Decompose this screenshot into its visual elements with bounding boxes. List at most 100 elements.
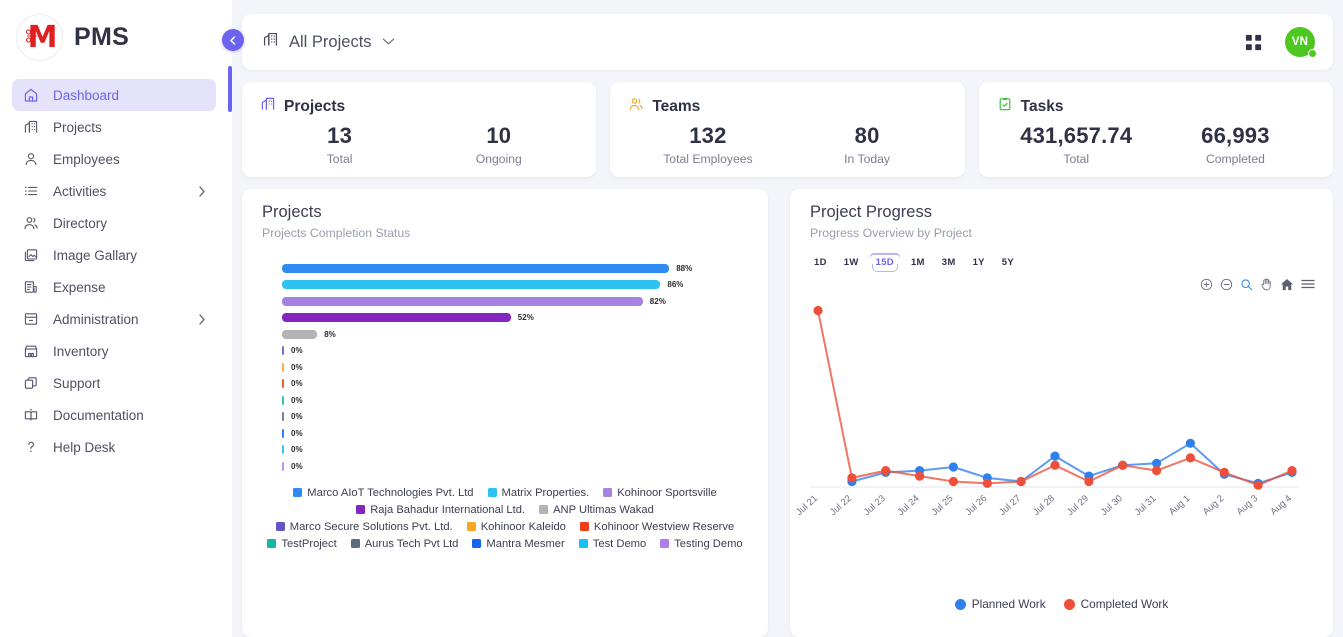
- sidebar-item-label: Help Desk: [53, 439, 116, 455]
- legend-item[interactable]: Test Demo: [578, 537, 647, 550]
- legend-item[interactable]: Matrix Properties.: [487, 487, 589, 499]
- data-point[interactable]: [982, 478, 992, 488]
- data-point[interactable]: [948, 462, 958, 472]
- bar-row: 86%: [282, 277, 768, 294]
- avatar[interactable]: VN: [1285, 27, 1317, 58]
- legend-item[interactable]: Mantra Mesmer: [472, 538, 565, 550]
- legend-item[interactable]: Marco AIoT Technologies Pvt. Ltd: [293, 487, 474, 499]
- sidebar-item-administration[interactable]: Administration: [12, 303, 216, 335]
- legend-label: Kohinoor Westview Reserve: [593, 520, 735, 533]
- time-range-selector: 1D 1W 15D 1M 3M 1Y 5Y: [790, 240, 1333, 272]
- data-point[interactable]: [1050, 451, 1060, 461]
- legend-item[interactable]: Kohinoor Westview Reserve: [579, 520, 735, 533]
- data-point[interactable]: [1287, 466, 1297, 476]
- sidebar-item-employees[interactable]: Employees: [12, 143, 216, 175]
- sidebar-item-expense[interactable]: Expense: [12, 271, 216, 303]
- sidebar-item-activities[interactable]: Activities: [12, 175, 216, 207]
- data-point[interactable]: [881, 466, 891, 476]
- sidebar-collapse-button[interactable]: [222, 29, 244, 51]
- data-point[interactable]: [1050, 460, 1060, 470]
- user-icon: [22, 151, 39, 168]
- stat-caption: Ongoing: [475, 152, 522, 166]
- sidebar-item-projects[interactable]: Projects: [12, 111, 216, 143]
- data-point[interactable]: [1185, 438, 1195, 448]
- legend-item[interactable]: Marco Secure Solutions Pvt. Ltd.: [275, 521, 453, 533]
- legend-swatch: [539, 505, 549, 514]
- bar: [282, 428, 284, 438]
- legend-swatch: [603, 488, 613, 497]
- menu-icon[interactable]: [1301, 278, 1315, 290]
- sidebar-item-directory[interactable]: Directory: [12, 207, 216, 239]
- bar-value-label: 0%: [291, 362, 303, 372]
- x-axis-tick-label: Aug 3: [1234, 492, 1260, 517]
- chevron-down-icon: [382, 33, 395, 51]
- bar-row: 0%: [282, 425, 768, 442]
- range-button-3m[interactable]: 3M: [941, 257, 956, 268]
- legend-item[interactable]: Testing Demo: [660, 537, 743, 550]
- data-point[interactable]: [1253, 480, 1263, 490]
- legend-swatch: [578, 539, 588, 548]
- data-point[interactable]: [948, 476, 958, 487]
- panel-title: Projects: [262, 203, 322, 221]
- grid-icon[interactable]: [1244, 33, 1263, 52]
- range-button-5y[interactable]: 5Y: [1001, 257, 1015, 268]
- team-icon: [628, 96, 644, 117]
- zoom-out-icon[interactable]: [1220, 278, 1233, 291]
- sidebar-item-documentation[interactable]: Documentation: [12, 399, 216, 431]
- data-point[interactable]: [1219, 467, 1229, 477]
- chevron-right-icon: [198, 185, 206, 197]
- range-button-1d[interactable]: 1D: [814, 257, 827, 268]
- data-point[interactable]: [847, 473, 857, 483]
- data-point[interactable]: [1118, 460, 1128, 470]
- legend-item[interactable]: TestProject: [267, 538, 337, 550]
- sidebar-item-help-desk[interactable]: Help Desk: [12, 431, 216, 463]
- data-point[interactable]: [1016, 476, 1026, 487]
- selection-zoom-icon[interactable]: [1240, 278, 1253, 291]
- data-point[interactable]: [915, 471, 925, 481]
- legend-item[interactable]: Aurus Tech Pvt Ltd: [350, 538, 458, 550]
- pan-icon[interactable]: [1260, 277, 1273, 291]
- bar-value-label: 0%: [291, 445, 303, 455]
- legend-item[interactable]: ANP Ultimas Wakad: [539, 504, 654, 516]
- legend-row: Marco AIoT Technologies Pvt. Ltd Matrix P…: [256, 487, 754, 499]
- legend-item[interactable]: Raja Bahadur International Ltd.: [356, 504, 525, 516]
- sidebar-item-label: Inventory: [53, 343, 109, 359]
- home-reset-icon[interactable]: [1280, 278, 1294, 291]
- sidebar-item-dashboard[interactable]: Dashboard: [12, 79, 216, 111]
- bar: [282, 379, 284, 389]
- data-point[interactable]: [813, 305, 823, 316]
- bar-value-label: 86%: [667, 280, 684, 290]
- zoom-in-icon[interactable]: [1200, 278, 1213, 291]
- sidebar: M PMS Dashboard Projects: [0, 0, 244, 637]
- line-legend-item[interactable]: Planned Work: [954, 597, 1046, 611]
- question-icon: [22, 439, 39, 456]
- range-button-1w[interactable]: 1W: [843, 257, 859, 268]
- legend-item[interactable]: Kohinoor Kaleido: [466, 521, 566, 533]
- data-point[interactable]: [1152, 466, 1162, 476]
- data-point[interactable]: [1084, 476, 1094, 487]
- sidebar-item-support[interactable]: Support: [12, 367, 216, 399]
- sidebar-scroll-rail[interactable]: [228, 66, 232, 112]
- legend-label: Test Demo: [592, 537, 647, 550]
- legend-swatch: [275, 522, 285, 531]
- range-button-1y[interactable]: 1Y: [972, 257, 985, 268]
- line-legend-item[interactable]: Completed Work: [1063, 597, 1169, 611]
- range-button-15d[interactable]: 15D: [870, 254, 900, 272]
- legend-item[interactable]: Kohinoor Sportsville: [603, 487, 717, 499]
- sidebar-item-label: Projects: [53, 119, 102, 135]
- range-button-1m[interactable]: 1M: [910, 257, 925, 268]
- online-status-dot: [1308, 49, 1317, 58]
- sidebar-item-inventory[interactable]: Inventory: [12, 335, 216, 367]
- data-point[interactable]: [1185, 453, 1195, 463]
- project-selector[interactable]: All Projects: [262, 31, 395, 53]
- bar-value-label: 88%: [676, 263, 693, 273]
- building-icon: [22, 119, 39, 136]
- legend-label: Testing Demo: [674, 537, 743, 550]
- sidebar-item-image-gallary[interactable]: Image Gallary: [12, 239, 216, 271]
- dashboard-panels: Projects Projects Completion Status 88% 8…: [242, 189, 1333, 637]
- stat-metric: 66,993 Completed: [1156, 123, 1315, 166]
- data-point[interactable]: [1152, 458, 1162, 468]
- brand[interactable]: M PMS: [0, 0, 232, 73]
- line-legend-label: Completed Work: [1080, 597, 1169, 611]
- sidebar-item-label: Directory: [53, 215, 108, 231]
